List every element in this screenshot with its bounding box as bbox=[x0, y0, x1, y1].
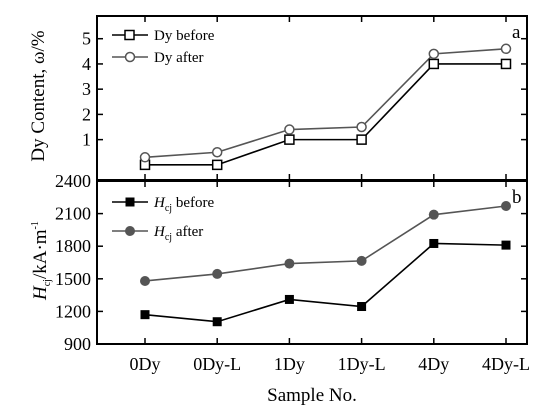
panel-b-y-ticks: 900 1200 1500 1800 2100 2400 bbox=[55, 171, 527, 354]
data-point-a-1 bbox=[500, 43, 512, 55]
legend-dy-before-marker bbox=[124, 29, 135, 41]
y-tick-label: 900 bbox=[64, 334, 91, 354]
panel-a: 1 2 3 4 5 a Dy Content, ω/% Dy before Dy aft… bbox=[28, 15, 528, 181]
x-tick-label: 0Dy bbox=[130, 354, 161, 374]
panel-b-frame bbox=[96, 180, 528, 345]
series-line-b-1 bbox=[144, 205, 507, 282]
y-tick-label: 1500 bbox=[55, 269, 91, 289]
panel-b-letter: b bbox=[512, 187, 522, 208]
panel-b-legend: Hcj before Hcj after bbox=[112, 195, 214, 243]
y-tick-label: 1 bbox=[82, 130, 91, 150]
data-point-b-0 bbox=[140, 310, 150, 320]
y-tick-label: 5 bbox=[82, 29, 91, 49]
series-line-a-1 bbox=[144, 48, 507, 159]
data-point-b-0 bbox=[357, 302, 367, 312]
data-point-b-0 bbox=[284, 294, 294, 304]
legend-dy-before-label: Dy before bbox=[154, 28, 215, 44]
x-tick-label: 1Dy-L bbox=[338, 354, 386, 374]
panel-a-letter: a bbox=[512, 22, 521, 43]
series-line-a-0 bbox=[145, 63, 506, 166]
data-point-a-1 bbox=[428, 48, 440, 60]
data-point-b-1 bbox=[284, 258, 295, 269]
legend-hcj-after-label: Hcj after bbox=[153, 224, 203, 243]
data-point-b-1 bbox=[140, 275, 150, 286]
panel-a-legend: Dy before Dy after bbox=[112, 28, 215, 66]
data-point-a-1 bbox=[211, 146, 223, 158]
legend-hcj-after-marker bbox=[125, 226, 135, 236]
data-point-a-0 bbox=[356, 134, 367, 145]
data-point-b-1 bbox=[356, 255, 367, 266]
y-tick-label: 3 bbox=[82, 79, 91, 99]
legend-hcj-before-marker bbox=[125, 197, 135, 207]
data-point-a-0 bbox=[211, 159, 223, 171]
panel-b-x-ticks: 0Dy 0Dy-L 1Dy 1Dy-L 4Dy 4Dy-L bbox=[130, 181, 530, 374]
data-point-a-0 bbox=[500, 58, 512, 70]
panel-a-y-ticks: 1 2 3 4 5 bbox=[82, 16, 527, 180]
panel-a-y-axis-title: Dy Content, ω/% bbox=[28, 30, 49, 161]
panel-a-markers bbox=[139, 43, 512, 171]
x-axis-title: Sample No. bbox=[267, 385, 357, 406]
x-tick-label: 0Dy-L bbox=[193, 354, 241, 374]
y-tick-label: 4 bbox=[82, 54, 91, 74]
series-line-b-0 bbox=[144, 242, 507, 323]
data-point-b-0 bbox=[212, 317, 222, 327]
x-tick-label: 1Dy bbox=[274, 354, 305, 374]
data-point-a-1 bbox=[356, 121, 367, 133]
y-tick-label: 2400 bbox=[55, 171, 91, 191]
data-point-b-1 bbox=[212, 268, 223, 279]
y-tick-label: 2 bbox=[82, 104, 91, 124]
panel-a-lines bbox=[144, 48, 507, 166]
data-point-a-0 bbox=[284, 134, 295, 145]
y-tick-label: 1800 bbox=[55, 236, 91, 256]
panel-b-markers bbox=[140, 200, 511, 327]
y-tick-label: 2100 bbox=[55, 204, 91, 224]
legend-hcj-before-label: Hcj before bbox=[153, 195, 214, 214]
data-point-a-1 bbox=[284, 124, 295, 135]
data-point-b-0 bbox=[501, 240, 511, 250]
x-tick-label: 4Dy-L bbox=[482, 354, 530, 374]
data-point-b-1 bbox=[428, 209, 439, 220]
y-tick-label: 1200 bbox=[55, 301, 91, 321]
data-point-b-0 bbox=[429, 238, 439, 248]
x-tick-label: 4Dy bbox=[418, 354, 449, 374]
panel-b: 900 1200 1500 1800 2100 2400 0Dy 0Dy-L 1Dy 1Dy-L… bbox=[30, 171, 530, 406]
panel-b-y-axis-title: Hcj/kA·m-1 bbox=[30, 221, 53, 301]
data-point-b-1 bbox=[501, 200, 511, 211]
data-point-a-1 bbox=[139, 152, 151, 163]
panel-b-lines bbox=[144, 205, 507, 323]
legend-dy-after-marker bbox=[124, 51, 136, 63]
data-point-a-0 bbox=[428, 58, 440, 70]
legend-dy-after-label: Dy after bbox=[154, 50, 204, 66]
